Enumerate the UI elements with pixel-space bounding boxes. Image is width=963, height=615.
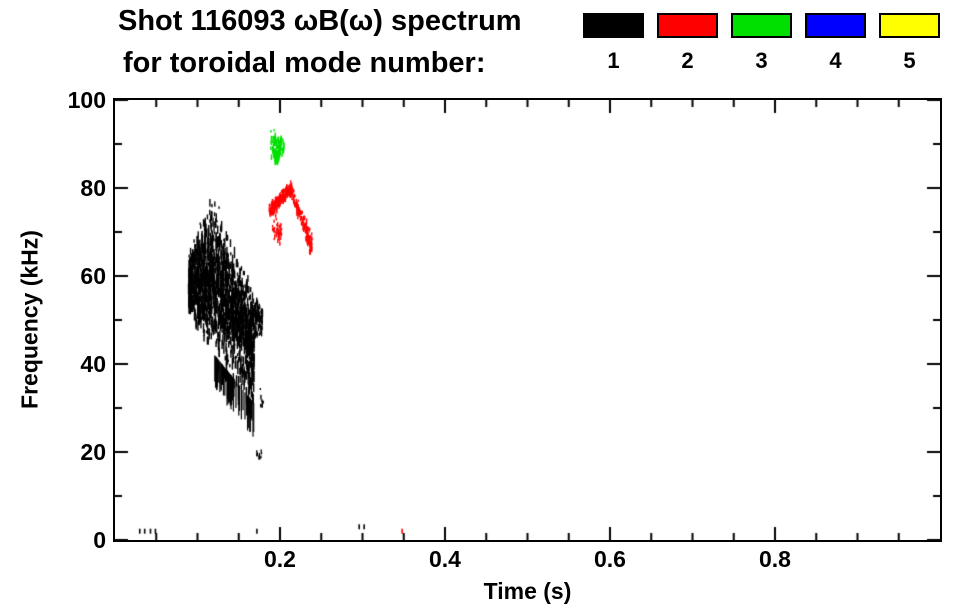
y-tick-label: 100 <box>67 87 106 113</box>
legend-mode-label: 5 <box>903 48 916 73</box>
legend-item-mode-1: 1 <box>583 13 644 74</box>
legend-swatch-icon <box>583 13 644 38</box>
legend-swatch-icon <box>657 13 718 38</box>
legend-swatch-icon <box>731 13 792 38</box>
legend-item-mode-4: 4 <box>805 13 866 74</box>
legend-item-mode-5: 5 <box>879 13 940 74</box>
y-tick-label: 60 <box>80 263 106 289</box>
x-tick-label: 0.2 <box>264 546 296 572</box>
legend-mode-label: 4 <box>829 48 842 73</box>
x-tick-label: 0.8 <box>759 546 791 572</box>
chart-subtitle: for toroidal mode number: <box>123 47 486 79</box>
legend-item-mode-3: 3 <box>731 13 792 74</box>
spectrum-canvas <box>115 100 940 540</box>
y-axis-label: Frequency (kHz) <box>16 230 43 409</box>
y-tick-label: 40 <box>80 351 106 377</box>
legend-swatch-icon <box>805 13 866 38</box>
x-axis-label: Time (s) <box>483 578 572 604</box>
x-tick-label: 0.4 <box>429 546 461 572</box>
legend-mode-label: 3 <box>755 48 768 73</box>
y-tick-label: 0 <box>93 527 106 553</box>
chart-title: Shot 116093 ωB(ω) spectrum <box>118 5 522 37</box>
legend-mode-label: 1 <box>607 48 620 73</box>
legend-item-mode-2: 2 <box>657 13 718 74</box>
y-tick-label: 80 <box>80 175 106 201</box>
x-tick-label: 0.6 <box>594 546 626 572</box>
y-tick-label: 20 <box>80 439 106 465</box>
legend: 1 2 3 4 5 <box>583 13 940 74</box>
legend-mode-label: 2 <box>681 48 694 73</box>
legend-swatch-icon <box>879 13 940 38</box>
